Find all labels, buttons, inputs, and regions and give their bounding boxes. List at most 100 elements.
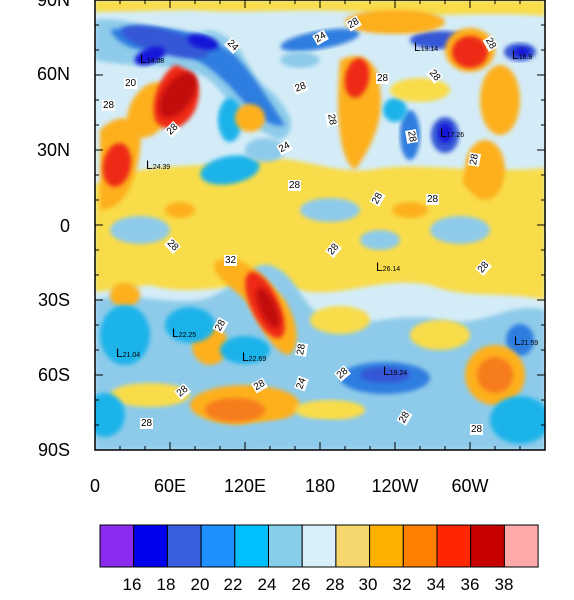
lon-label-60w: 60W xyxy=(451,476,489,496)
temperature-field xyxy=(95,0,545,450)
colorbar-label: 16 xyxy=(122,575,142,594)
lon-label-120w: 120W xyxy=(371,476,419,496)
field-patch xyxy=(110,383,190,407)
contour-label: 28 xyxy=(102,100,116,111)
low-label: L19.14 xyxy=(414,40,439,54)
low-label: L19.24 xyxy=(383,364,408,378)
colorbar-label: 26 xyxy=(291,575,311,594)
contour-label: 28 xyxy=(288,180,302,191)
low-label: L21.59 xyxy=(514,334,539,348)
field-patch xyxy=(300,198,360,222)
field-patch xyxy=(360,367,410,383)
contour-label: 20 xyxy=(124,78,138,89)
field-patch xyxy=(134,46,166,66)
colorbar-label: 34 xyxy=(426,575,446,594)
lon-label-0: 0 xyxy=(89,476,100,496)
field-patch xyxy=(514,47,530,57)
colorbar-swatch xyxy=(369,524,404,568)
low-label: L17.26 xyxy=(440,126,465,140)
field-patch xyxy=(110,216,170,244)
lat-label-30n: 30N xyxy=(36,140,70,160)
field-patch xyxy=(200,432,280,448)
field-patch xyxy=(235,104,265,132)
lat-label-30s: 30S xyxy=(37,290,70,310)
field-patch xyxy=(490,396,545,444)
field-patch xyxy=(463,170,487,190)
field-patch xyxy=(452,36,488,68)
colorbar-swatch xyxy=(200,524,236,568)
low-label: L21.04 xyxy=(116,346,141,360)
colorbar-swatch xyxy=(402,524,438,568)
field-patch xyxy=(102,143,132,187)
lat-label-60s: 60S xyxy=(37,365,70,385)
field-patch xyxy=(100,305,150,365)
colorbar xyxy=(99,524,539,568)
field-patch xyxy=(200,155,260,185)
contour-label: 28 xyxy=(140,418,154,429)
low-label: L24.39 xyxy=(146,158,171,172)
contour-label: 28 xyxy=(405,129,419,144)
field-patch xyxy=(159,72,197,118)
field-patch xyxy=(477,357,513,393)
colorbar-label: 38 xyxy=(494,575,514,594)
colorbar-swatch xyxy=(301,524,337,568)
lon-label-60e: 60E xyxy=(153,476,187,496)
colorbar-label: 24 xyxy=(257,575,277,594)
field-patch xyxy=(390,78,450,102)
field-patch xyxy=(344,58,370,98)
contour-label: 28 xyxy=(325,112,339,127)
contour-label: 28 xyxy=(470,424,484,435)
colorbar-swatch xyxy=(470,524,505,568)
lon-label-120e: 120E xyxy=(223,476,267,496)
low-label: L22.25 xyxy=(172,326,197,340)
lon-label-180: 180 xyxy=(304,476,336,496)
colorbar-label: 32 xyxy=(392,575,412,594)
lat-label-60n: 60N xyxy=(36,64,70,84)
field-patch xyxy=(310,306,370,334)
colorbar-label: 36 xyxy=(460,575,480,594)
field-patch xyxy=(295,400,365,420)
lat-label-90n: 90N xyxy=(36,0,70,10)
colorbar-swatch xyxy=(503,524,539,568)
lat-label-90s: 90S xyxy=(37,440,70,460)
colorbar-label: 18 xyxy=(156,575,176,594)
field-patch xyxy=(165,202,195,218)
contour-label: 28 xyxy=(426,194,440,205)
field-patch xyxy=(438,123,452,143)
field-patch xyxy=(220,336,270,364)
colorbar-swatch xyxy=(166,524,202,568)
field-patch xyxy=(165,307,215,343)
lat-label-0: 0 xyxy=(59,216,70,236)
field-patch xyxy=(245,138,285,162)
colorbar-swatch xyxy=(234,524,270,568)
contour-label: 32 xyxy=(224,255,238,266)
field-patch xyxy=(345,10,445,34)
low-label: L22.69 xyxy=(242,350,267,364)
field-patch xyxy=(506,324,534,356)
low-label: L16.9 xyxy=(512,48,533,62)
colorbar-swatch xyxy=(335,524,371,568)
colorbar-label: 30 xyxy=(358,575,378,594)
field-patch xyxy=(256,287,280,329)
field-patch xyxy=(95,393,125,437)
colorbar-swatch xyxy=(268,524,303,568)
field-patch xyxy=(95,157,545,300)
low-label: L14.08 xyxy=(140,52,165,66)
field-patch xyxy=(430,216,490,244)
field-patch xyxy=(280,52,320,68)
field-patch xyxy=(205,398,265,422)
field-patch xyxy=(465,140,505,200)
axis-ticks xyxy=(94,0,545,451)
colorbar-label: 28 xyxy=(325,575,345,594)
low-label: L26.14 xyxy=(376,260,401,274)
colorbar-swatch xyxy=(133,524,168,568)
field-patch xyxy=(410,320,470,350)
field-patch xyxy=(480,65,520,135)
field-patch xyxy=(187,34,219,50)
contour-label: 28 xyxy=(468,152,482,167)
field-patch xyxy=(360,230,400,250)
field-patch xyxy=(383,98,407,122)
colorbar-swatch xyxy=(99,524,135,568)
